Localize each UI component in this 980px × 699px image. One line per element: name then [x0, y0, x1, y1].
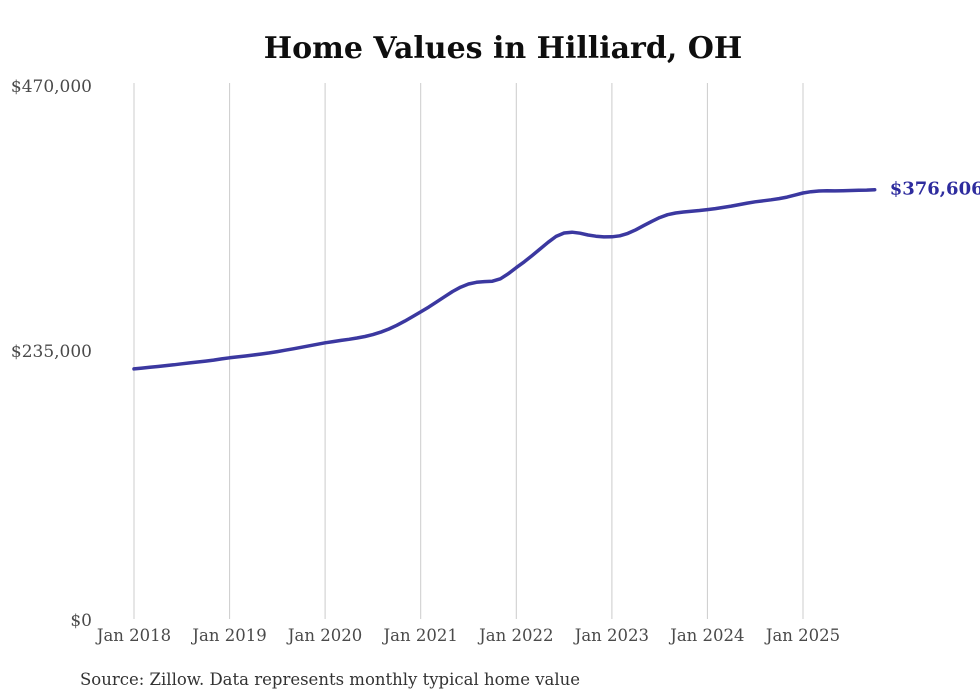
gridlines: [133, 83, 804, 619]
x-tick-jan-2022: Jan 2022: [477, 626, 553, 645]
source-note: Source: Zillow. Data represents monthly …: [80, 670, 580, 689]
home-value-line: [132, 187, 877, 371]
x-tick-jan-2020: Jan 2020: [286, 626, 362, 645]
x-tick-jan-2021: Jan 2021: [382, 626, 458, 645]
x-tick-jan-2025: Jan 2025: [764, 626, 840, 645]
x-tick-jan-2018: Jan 2018: [95, 626, 171, 645]
x-tick-jan-2023: Jan 2023: [573, 626, 649, 645]
latest-value-label: $376,606: [890, 179, 980, 200]
x-axis-labels: Jan 2018 Jan 2019 Jan 2020 Jan 2021 Jan …: [95, 626, 840, 645]
y-tick-470000: $470,000: [11, 77, 92, 97]
y-axis-labels: $470,000 $235,000 $0: [11, 77, 92, 631]
y-tick-235000: $235,000: [11, 342, 92, 362]
y-tick-0: $0: [70, 611, 92, 631]
chart-title: Home Values in Hilliard, OH: [264, 31, 742, 66]
x-tick-jan-2024: Jan 2024: [668, 626, 744, 645]
x-tick-jan-2019: Jan 2019: [190, 626, 266, 645]
